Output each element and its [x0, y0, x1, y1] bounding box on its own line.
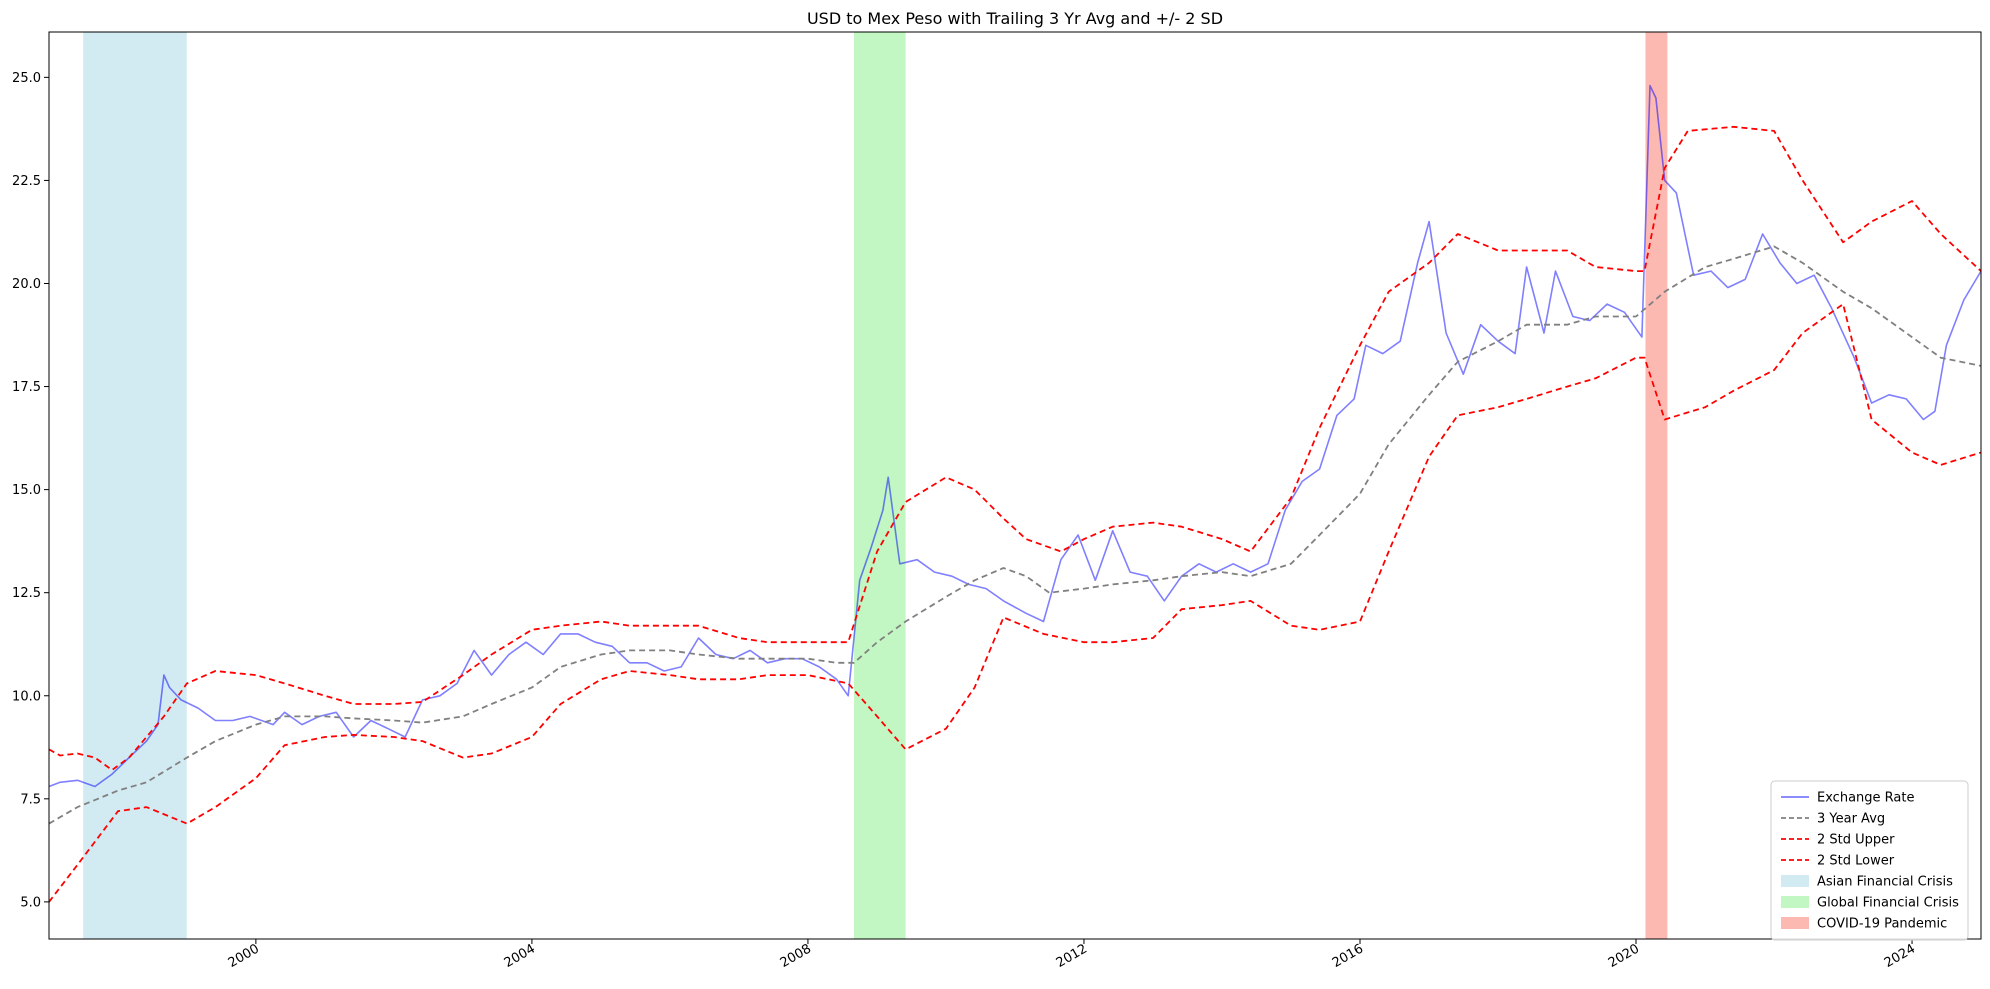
y-axis: 5.0 7.5 10.0 12.5 15.0 17.5 20.0 22.5 25.0 [12, 71, 49, 910]
legend-swatch-5 [1781, 896, 1809, 908]
x-tick-label-5: 2020 [1606, 941, 1642, 971]
series-lines [49, 84, 1981, 903]
series-line-2 [49, 125, 1981, 771]
y-tick-label-3: 12.5 [12, 586, 41, 601]
series-line-1 [49, 245, 1981, 825]
y-tick-label-7: 22.5 [12, 174, 41, 189]
y-tick-label-1: 7.5 [20, 792, 41, 807]
legend-label-3: 2 Std Lower [1817, 854, 1895, 869]
x-tick-label-4: 2016 [1330, 941, 1366, 971]
x-tick-label-3: 2012 [1054, 941, 1090, 971]
x-tick-label-0: 2000 [226, 941, 262, 971]
legend: Exchange Rate 3 Year Avg 2 Std Upper 2 Std … [1770, 780, 1969, 941]
legend-box [1770, 780, 1969, 941]
y-tick-label-8: 25.0 [12, 71, 41, 86]
legend-label-1: 3 Year Avg [1817, 812, 1885, 827]
legend-swatch-4 [1781, 875, 1809, 887]
chart-title: USD to Mex Peso with Trailing 3 Yr Avg a… [807, 9, 1223, 28]
shaded-regions [83, 32, 1668, 939]
shaded-region-2 [1645, 32, 1668, 939]
x-tick-label-2: 2008 [778, 941, 814, 971]
plot-area-frame [48, 31, 1982, 940]
x-tick-label-6: 2024 [1882, 941, 1918, 971]
legend-label-0: Exchange Rate [1817, 791, 1914, 806]
shaded-region-1 [854, 32, 906, 939]
legend-label-6: COVID-19 Pandemic [1817, 917, 1947, 932]
legend-label-2: 2 Std Upper [1817, 833, 1895, 848]
y-tick-label-0: 5.0 [20, 895, 41, 910]
legend-label-5: Global Financial Crisis [1817, 896, 1959, 911]
y-tick-label-6: 20.0 [12, 277, 41, 292]
shaded-region-0 [83, 32, 187, 939]
y-tick-label-5: 17.5 [12, 380, 41, 395]
y-tick-label-4: 15.0 [12, 483, 41, 498]
series-line-3 [49, 303, 1981, 903]
legend-label-4: Asian Financial Crisis [1817, 875, 1953, 890]
x-tick-label-1: 2004 [502, 941, 538, 971]
y-tick-label-2: 10.0 [12, 689, 41, 704]
legend-swatch-6 [1781, 917, 1809, 929]
series-line-0 [49, 84, 1981, 788]
x-axis: 2000 2004 2008 2012 2016 2020 2024 [226, 939, 1918, 971]
